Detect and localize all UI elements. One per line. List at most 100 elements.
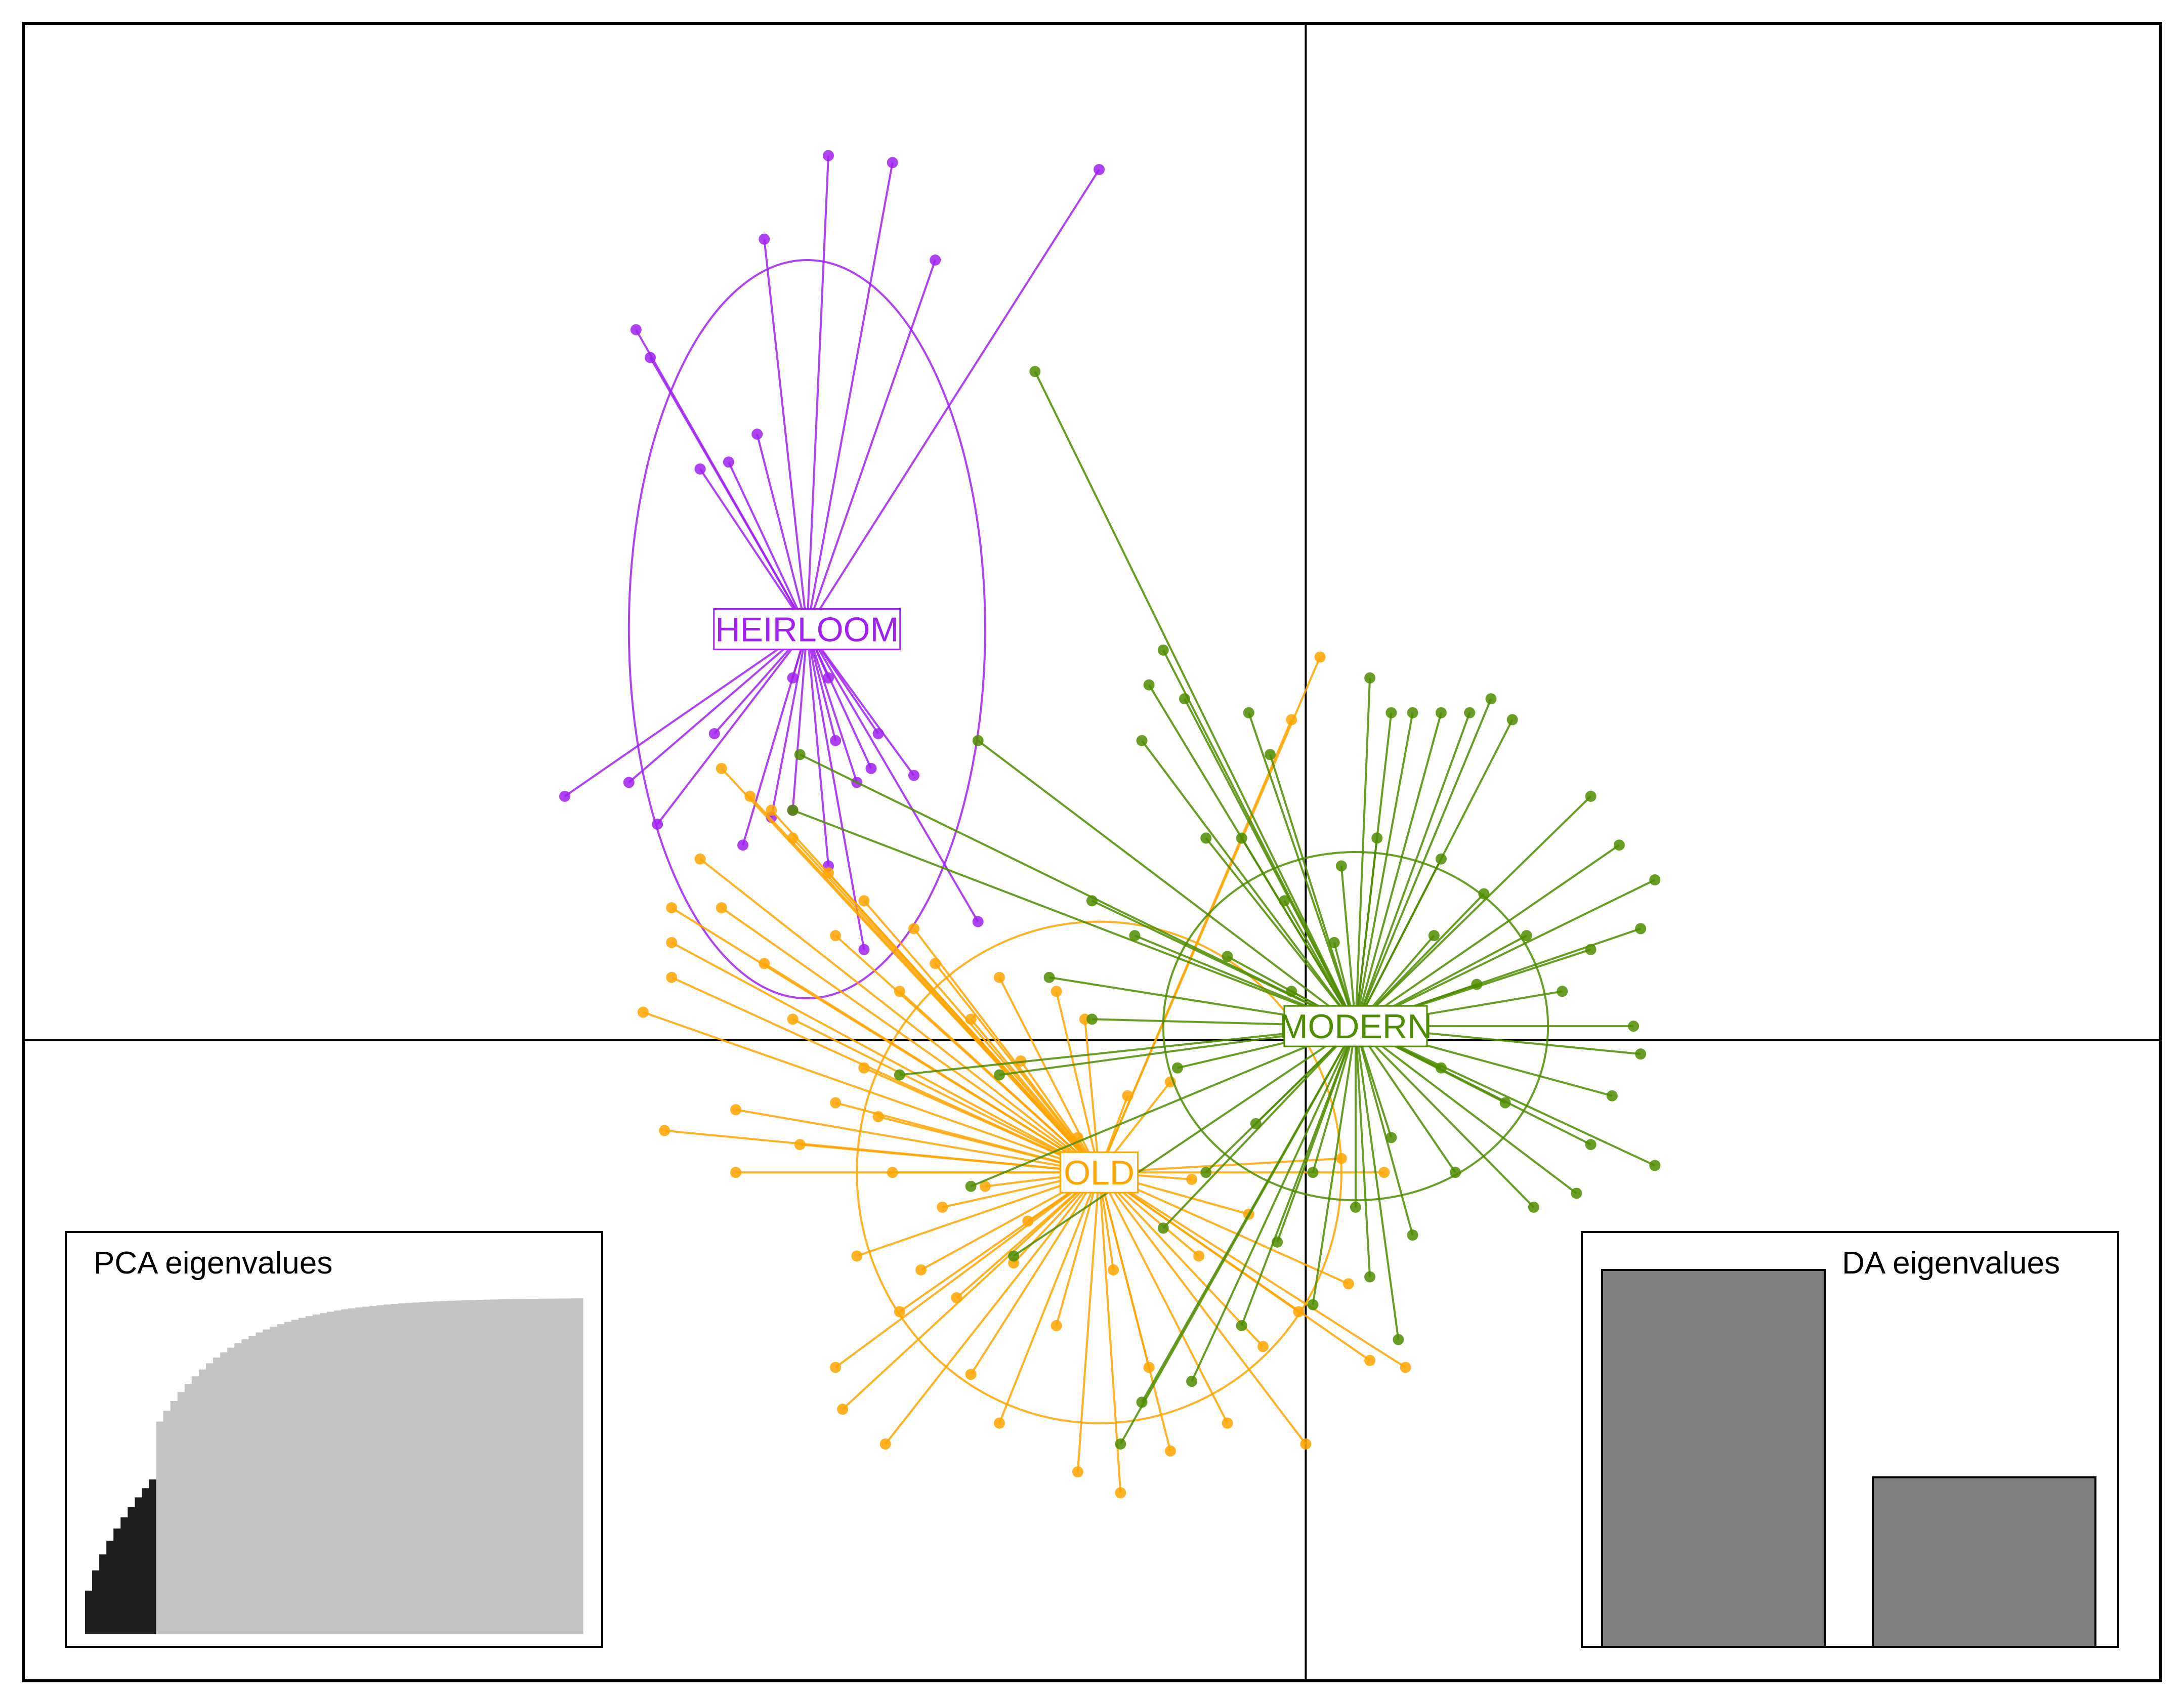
pca-bar xyxy=(326,1311,334,1634)
old-point xyxy=(1314,651,1326,663)
modern-point xyxy=(1200,832,1212,844)
pca-bar xyxy=(135,1497,143,1634)
modern-star-segment xyxy=(1240,837,1357,1027)
old-point xyxy=(1342,1278,1354,1290)
modern-point xyxy=(1649,1160,1661,1171)
pca-bar xyxy=(277,1324,285,1634)
old-star-segment xyxy=(885,1171,1100,1445)
heirloom-star-segment xyxy=(806,628,979,922)
old-star-segment xyxy=(1099,1157,1341,1174)
old-star-segment xyxy=(699,858,1100,1173)
modern-point xyxy=(1307,1299,1319,1310)
pca-bar xyxy=(291,1320,299,1634)
old-point xyxy=(993,971,1005,983)
modern-star-segment xyxy=(1355,844,1620,1027)
modern-point xyxy=(1407,1229,1418,1241)
pca-bar xyxy=(419,1302,427,1634)
modern-point xyxy=(1236,1320,1247,1331)
pca-bar xyxy=(142,1488,150,1634)
modern-star-segment xyxy=(1355,795,1591,1027)
pca-bar xyxy=(284,1322,292,1634)
old-point xyxy=(872,1111,884,1123)
old-point xyxy=(694,853,706,865)
heirloom-star-segment xyxy=(806,155,830,629)
modern-star-segment xyxy=(1269,754,1357,1027)
old-star-segment xyxy=(970,1018,1100,1173)
pca-bar xyxy=(156,1421,164,1634)
old-point xyxy=(1400,1362,1411,1373)
old-point xyxy=(965,1013,977,1025)
modern-star-segment xyxy=(1355,698,1492,1027)
old-point xyxy=(744,790,756,802)
modern-star-segment xyxy=(1191,1026,1357,1382)
pca-bar xyxy=(184,1384,192,1634)
heirloom-point xyxy=(630,324,642,335)
modern-point xyxy=(1471,979,1483,990)
heirloom-star-segment xyxy=(806,168,1100,630)
heirloom-star-segment xyxy=(564,628,808,797)
modern-star-segment xyxy=(1276,1026,1357,1243)
old-point xyxy=(937,1202,948,1213)
old-point xyxy=(766,804,777,816)
old-star-segment xyxy=(1099,1171,1349,1285)
heirloom-point xyxy=(652,818,663,830)
modern-star-segment xyxy=(1354,677,1371,1027)
modern-point xyxy=(1393,1334,1404,1345)
old-point xyxy=(659,1125,670,1136)
old-star-segment xyxy=(1076,1172,1101,1472)
modern-point xyxy=(1407,707,1418,718)
pca-inset-title: PCA eigenvalues xyxy=(94,1246,332,1281)
modern-star-segment xyxy=(1355,893,1485,1027)
old-point xyxy=(1108,1264,1119,1276)
pca-bar xyxy=(554,1298,562,1634)
da-eigenvalues-inset: DA eigenvalues xyxy=(1581,1231,2119,1648)
da-bar xyxy=(1601,1269,1826,1648)
modern-star-segment xyxy=(1013,1025,1357,1257)
modern-point xyxy=(1129,930,1141,942)
modern-star-segment xyxy=(1354,1026,1371,1277)
modern-star-segment xyxy=(899,1025,1356,1076)
pca-bar xyxy=(526,1299,534,1634)
pca-bar xyxy=(490,1299,498,1634)
pca-bar xyxy=(312,1314,320,1634)
modern-point xyxy=(1350,1202,1361,1213)
modern-star-segment xyxy=(792,809,1356,1027)
modern-point xyxy=(1115,1438,1126,1450)
modern-point xyxy=(794,749,806,760)
pca-bar xyxy=(376,1305,384,1634)
heirloom-star-segment xyxy=(791,629,808,811)
old-star-segment xyxy=(643,1011,1100,1174)
old-star-segment xyxy=(970,1172,1100,1375)
old-star-segment xyxy=(1098,1171,1264,1347)
modern-point xyxy=(894,1069,905,1081)
modern-point xyxy=(1335,860,1347,872)
modern-point xyxy=(1521,930,1532,942)
old-point xyxy=(1378,1167,1390,1178)
pca-bar xyxy=(519,1299,527,1634)
modern-point xyxy=(1385,1132,1397,1143)
modern-point xyxy=(1265,749,1276,760)
old-point xyxy=(1193,1250,1205,1262)
heirloom-point xyxy=(858,944,870,955)
axes-layer xyxy=(23,23,2161,1681)
pca-bar xyxy=(191,1376,199,1634)
modern-point xyxy=(1364,1271,1376,1283)
modern-point xyxy=(1649,874,1661,886)
old-point xyxy=(915,1264,927,1276)
old-point xyxy=(858,1062,870,1074)
heirloom-label-box xyxy=(713,608,901,651)
modern-point xyxy=(1635,1048,1647,1060)
old-point xyxy=(716,902,727,914)
pca-bar xyxy=(163,1411,171,1634)
modern-point xyxy=(1136,735,1148,746)
old-star-segment xyxy=(998,1172,1100,1424)
pca-bar xyxy=(440,1301,448,1634)
old-point xyxy=(1257,1341,1269,1352)
pca-bar xyxy=(391,1304,399,1634)
modern-star-segment xyxy=(1247,712,1357,1027)
modern-point xyxy=(1008,1250,1020,1262)
heirloom-star-segment xyxy=(728,461,808,630)
old-point xyxy=(830,1097,842,1109)
pca-bar xyxy=(149,1479,157,1634)
old-point xyxy=(837,1404,849,1415)
